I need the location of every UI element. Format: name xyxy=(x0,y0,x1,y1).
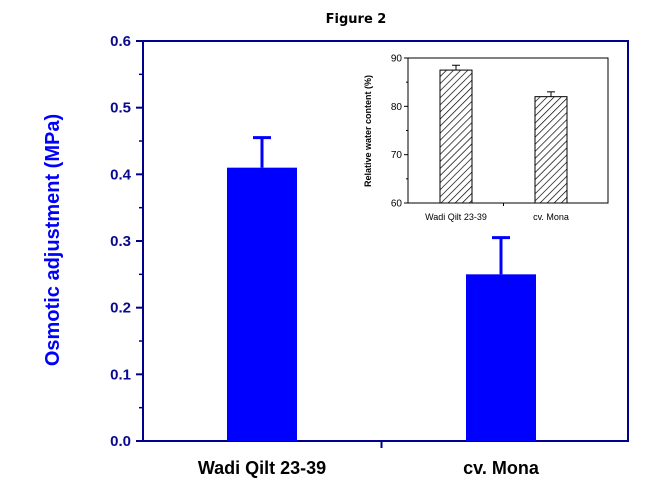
main-bar xyxy=(227,167,297,441)
inset-y-tick-label: 70 xyxy=(391,150,403,161)
inset-x-category-label: Wadi Qilt 23-39 xyxy=(425,212,487,222)
main-bars xyxy=(227,136,536,441)
inset-plot-frame xyxy=(407,57,609,204)
inset-bars xyxy=(439,64,568,204)
main-y-tick-label: 0.1 xyxy=(110,366,131,383)
main-chart: 0.0 0.1 0.2 0.3 0.4 0.5 0.6 Wadi Qilt 23-39 cv.… xyxy=(42,33,629,478)
main-y-tick-label: 0.3 xyxy=(110,233,131,250)
inset-y-tick-label: 80 xyxy=(391,102,403,113)
main-bar xyxy=(466,274,536,441)
main-x-category-label: Wadi Qilt 23-39 xyxy=(198,458,326,478)
main-y-tick-label: 0.6 xyxy=(110,33,131,50)
inset-y-tick-label: 60 xyxy=(391,199,403,210)
figure-title: Figure 2 xyxy=(326,12,387,27)
main-y-tick-label: 0.4 xyxy=(110,166,132,183)
inset-bar xyxy=(439,69,473,204)
main-x-axis: Wadi Qilt 23-39 cv. Mona xyxy=(198,441,540,478)
inset-y-axis: 60 70 80 90 xyxy=(391,54,408,210)
main-y-axis-label: Osmotic adjustment (MPa) xyxy=(42,114,64,366)
inset-x-axis: Wadi Qilt 23-39 cv. Mona xyxy=(425,203,569,222)
inset-y-tick-label: 90 xyxy=(391,54,403,65)
main-y-tick-label: 0.2 xyxy=(110,300,131,317)
main-y-tick-label: 0.0 xyxy=(110,433,131,450)
inset-chart: 60 70 80 90 Wadi Qilt 23-39 cv. Mona Relativ… xyxy=(363,54,609,222)
main-y-tick-label: 0.5 xyxy=(110,100,131,117)
inset-bar xyxy=(534,96,568,204)
main-y-axis: 0.0 0.1 0.2 0.3 0.4 0.5 0.6 xyxy=(110,33,143,450)
main-x-category-label: cv. Mona xyxy=(463,458,540,478)
inset-x-category-label: cv. Mona xyxy=(533,212,569,222)
inset-y-axis-label: Relative water content (%) xyxy=(363,75,373,187)
